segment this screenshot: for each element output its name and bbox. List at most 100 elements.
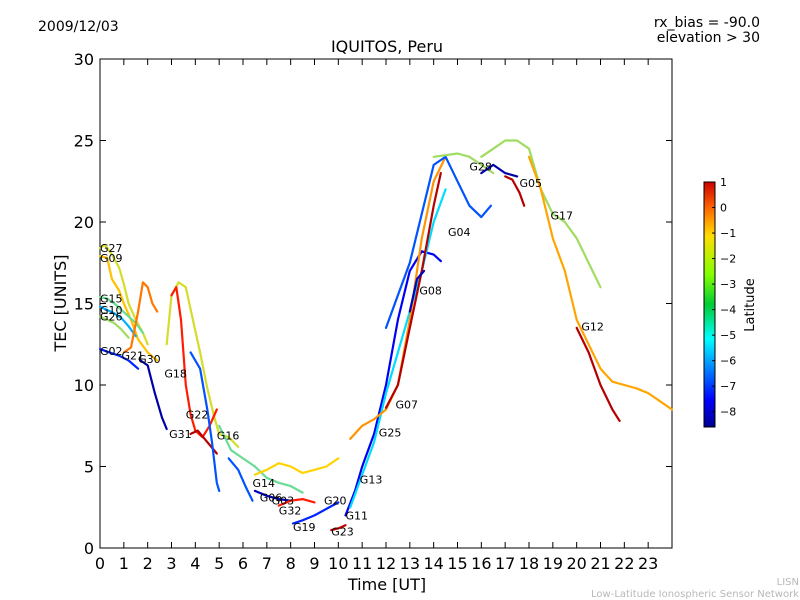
y-axis-title: TEC [UNITS] (51, 255, 70, 353)
colorbar-tick-label: −6 (720, 355, 736, 368)
series-g20 (253, 457, 340, 476)
label-g12: G12 (581, 320, 604, 333)
series-g23 (330, 524, 347, 532)
x-tick-label: 5 (214, 554, 224, 573)
series-g17 (480, 139, 602, 289)
colorbar-tick-label: 1 (720, 176, 727, 189)
series-g06 (227, 457, 254, 502)
x-tick-label: 18 (519, 554, 539, 573)
x-tick-label: 23 (638, 554, 658, 573)
colorbar-tick-label: 0 (720, 202, 727, 215)
series-g12 (527, 155, 674, 411)
x-tick-label: 17 (495, 554, 515, 573)
x-tick-label: 16 (471, 554, 491, 573)
colorbar-label: Latitude (743, 278, 758, 332)
colorbar-tick-label: −3 (720, 278, 736, 291)
colorbar-tick-label: −4 (720, 304, 736, 317)
label-g16: G16 (217, 430, 240, 443)
label-g11: G11 (346, 509, 369, 522)
series-g18 (165, 281, 240, 448)
series-g10 (98, 305, 137, 338)
series-g19 (291, 501, 340, 525)
x-tick-label: 22 (614, 554, 634, 573)
label-g17: G17 (551, 210, 574, 223)
series-g04 (384, 155, 492, 329)
series-g13 (349, 188, 447, 509)
y-axis-ticks: 0 5 10 15 20 25 30 (74, 50, 672, 558)
series-g16 (189, 351, 221, 492)
label-g08: G08 (419, 285, 442, 298)
label-g04: G04 (448, 226, 471, 239)
label-g10: G10 (100, 304, 123, 317)
x-tick-label: 20 (566, 554, 586, 573)
label-g05: G05 (520, 177, 543, 190)
label-g06: G06 (260, 492, 283, 505)
colorbar-tick-label: −2 (720, 253, 736, 266)
y-tick-label: 20 (74, 213, 94, 232)
series-g28 (432, 152, 495, 175)
x-tick-label: 13 (400, 554, 420, 573)
x-tick-label: 2 (143, 554, 153, 573)
label-g21: G21 (122, 350, 145, 363)
x-tick-label: 19 (543, 554, 563, 573)
colorbar-ticks: 1 0 −1 −2 −3 −4 −5 −6 −7 −8 (712, 176, 736, 419)
x-tick-label: 6 (238, 554, 248, 573)
label-g02: G02 (100, 345, 123, 358)
x-tick-label: 7 (262, 554, 272, 573)
colorbar-tick-label: −1 (720, 227, 736, 240)
label-g23: G23 (331, 526, 354, 539)
label-g32: G32 (279, 505, 302, 518)
x-tick-label: 14 (423, 554, 443, 573)
series-g07 (384, 172, 442, 409)
date-label: 2009/12/03 (38, 19, 119, 35)
colorbar (703, 181, 716, 428)
x-tick-label: 9 (309, 554, 319, 573)
series-g26 (98, 315, 130, 339)
x-tick-label: 10 (328, 554, 348, 573)
label-g25: G25 (379, 426, 402, 439)
colorbar-tick-label: −8 (720, 406, 736, 419)
label-g03: G03 (272, 495, 295, 508)
credit-lisn: LISN (777, 577, 799, 588)
series-layer (98, 139, 674, 532)
colorbar-tick-label: −7 (720, 380, 736, 393)
label-g14: G14 (253, 477, 276, 490)
series-g32 (277, 498, 316, 507)
x-tick-label: 4 (190, 554, 200, 573)
x-tick-label: 12 (376, 554, 396, 573)
label-g31: G31 (169, 428, 192, 441)
y-tick-label: 25 (74, 132, 94, 151)
label-g30: G30 (138, 353, 161, 366)
chart-title: IQUITOS, Peru (331, 37, 443, 56)
credit-network: Low-Latitude Ionospheric Sensor Network (591, 589, 799, 600)
y-tick-label: 30 (74, 50, 94, 69)
series-g22 (170, 286, 218, 439)
y-tick-label: 10 (74, 376, 94, 395)
label-g07: G07 (396, 399, 419, 412)
label-g15: G15 (100, 293, 123, 306)
y-tick-label: 5 (84, 458, 94, 477)
label-g19: G19 (293, 521, 316, 534)
series-g08 (408, 269, 426, 313)
series-g05 (504, 175, 526, 207)
series-g11 (344, 250, 442, 517)
label-g28: G28 (469, 161, 492, 174)
y-tick-label: 0 (84, 539, 94, 558)
series-g12b (575, 326, 621, 422)
label-g13: G13 (360, 474, 383, 487)
x-tick-label: 1 (119, 554, 129, 573)
x-tick-label: 11 (352, 554, 372, 573)
x-tick-label: 0 (95, 554, 105, 573)
elevation-label: elevation > 30 (657, 30, 760, 46)
x-tick-label: 21 (590, 554, 610, 573)
plot-frame (99, 58, 673, 549)
label-g26: G26 (100, 311, 123, 324)
label-g22: G22 (186, 408, 209, 421)
label-g09: G09 (100, 252, 123, 265)
label-g20: G20 (324, 495, 347, 508)
x-axis-title: Time [UT] (347, 575, 426, 594)
rx-bias-label: rx_bias = -90.0 (654, 15, 760, 31)
series-g30 (139, 359, 168, 431)
